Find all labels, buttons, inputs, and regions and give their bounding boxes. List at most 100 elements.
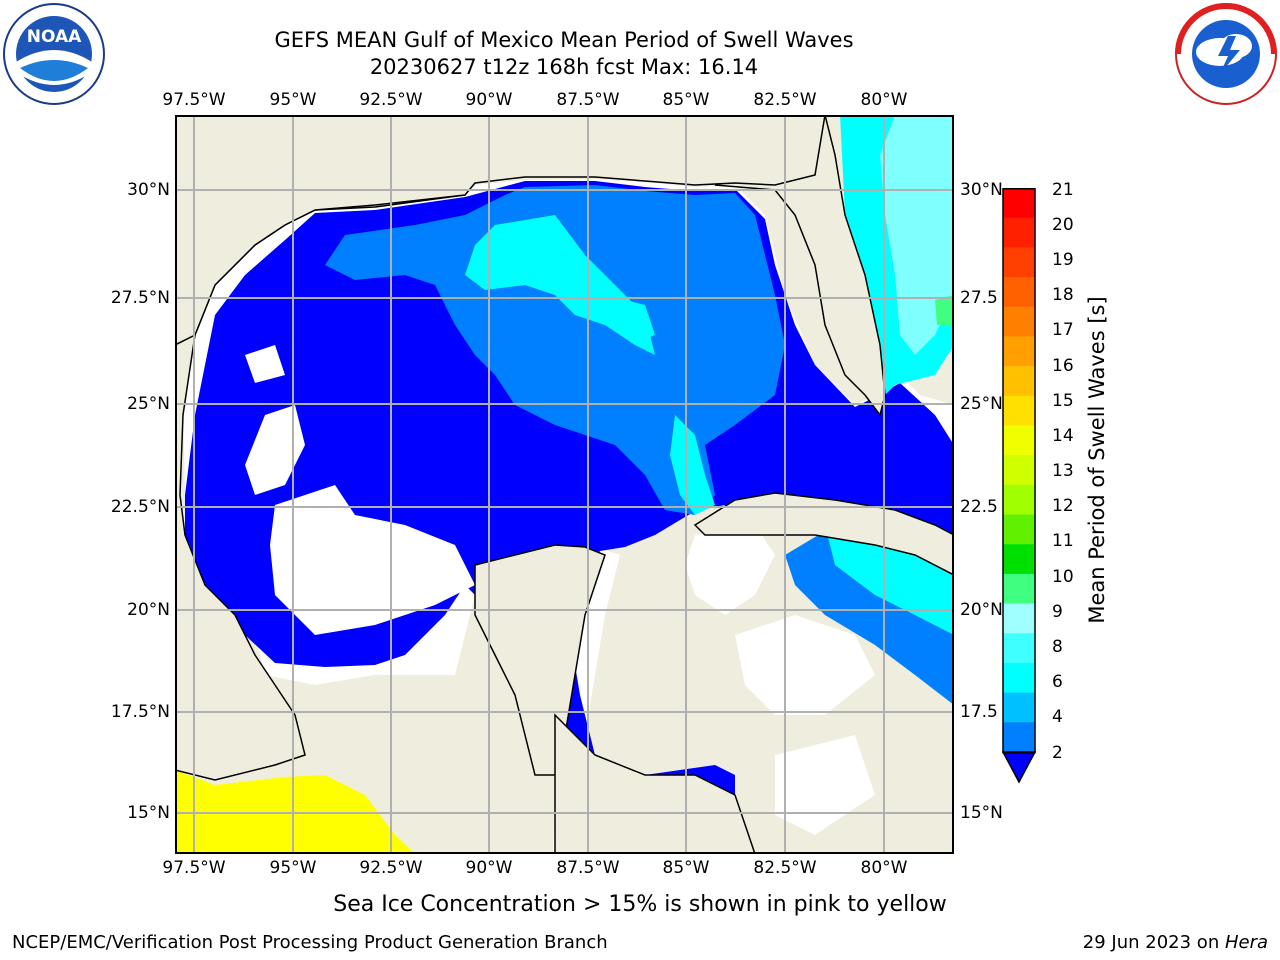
colorbar-tick: 18 [1052,285,1074,305]
lat-label-right: 25°N [960,394,1003,414]
chart-title: GEFS MEAN Gulf of Mexico Mean Period of … [274,28,854,52]
map-frame [175,115,954,854]
lon-label-bottom: 90°W [465,858,513,878]
colorbar-segment [1003,217,1035,248]
colorbar-tick: 19 [1052,250,1074,270]
swell-6-8s [670,415,715,515]
colorbar-tick: 10 [1052,567,1074,587]
land-us-north [174,114,954,347]
colorbar-segment [1003,662,1035,694]
colorbar-segment [1003,692,1035,723]
lat-label-right: 27.5 [960,288,998,308]
colorbar-tick: 2 [1052,743,1063,763]
colorbar-label-anchor: Mean Period of Swell Waves [s] [1085,296,1109,623]
no-data-hole [685,525,775,615]
colorbar-segment [1003,633,1035,664]
colorbar-segment [1003,188,1035,219]
colorbar-tick: 14 [1052,426,1074,446]
caribbean-swell-6-8s [825,525,954,635]
colorbar-tick: 13 [1052,461,1074,481]
colorbar-extend-arrow [1001,751,1037,784]
lat-label-right: 15°N [960,803,1003,823]
colorbar-tick: 9 [1052,602,1063,622]
lon-label-bottom: 82.5°W [753,858,817,878]
land-yucatan [474,544,606,776]
land-central-america [554,713,757,855]
noaa-logo-icon: NOAA [2,2,106,106]
colorbar-segment [1003,306,1035,337]
lon-label-bottom: 85°W [662,858,710,878]
no-data-hole [775,735,875,835]
lon-label-top: 82.5°W [753,90,817,110]
colorbar-tick: 11 [1052,531,1074,551]
colorbar-segment [1003,573,1035,605]
colorbar-segment [1003,722,1035,753]
lat-label-left: 20°N [127,600,170,620]
colorbar [1001,188,1037,784]
atlantic-swell-9-10s [935,295,954,325]
colorbar-tick: 15 [1052,391,1074,411]
colorbar-segment [1003,336,1035,367]
no-data-hole [270,485,475,635]
lat-label-left: 25°N [127,394,170,414]
colorbar-tick: 21 [1052,180,1074,200]
lon-label-top: 97.5°W [162,90,226,110]
swell-4-6s [325,185,785,515]
map-svg [174,114,955,855]
swell-6-8s [605,295,655,343]
noaa-logo-text: NOAA [27,27,82,47]
lon-label-bottom: 92.5°W [359,858,423,878]
sea-ice-note: Sea Ice Concentration > 15% is shown in … [333,892,947,917]
lat-label-left: 27.5°N [110,288,170,308]
gridlines [175,115,954,854]
colorbar-tick: 16 [1052,356,1074,376]
no-data-hole [735,615,875,715]
lon-label-bottom: 80°W [860,858,908,878]
colorbar-segment [1003,514,1035,545]
lat-label-left: 30°N [127,180,170,200]
lon-label-top: 87.5°W [556,90,620,110]
lon-label-top: 90°W [465,90,513,110]
colorbar-segment [1003,544,1035,575]
lon-label-top: 95°W [269,90,317,110]
lon-label-top: 80°W [860,90,908,110]
colorbar-tick: 6 [1052,672,1063,692]
colorbar-frame [1002,188,1036,754]
lon-label-bottom: 97.5°W [162,858,226,878]
colorbar-segment [1003,366,1035,397]
colorbar-segment [1003,277,1035,308]
colorbar-segment [1003,247,1035,278]
footer-right: 29 Jun 2023 on Hera [1083,932,1268,954]
colorbar-ticks: 21 20 19 18 17 16 15 14 13 12 11 10 9 8 … [1052,180,1112,770]
colorbar-tick: 4 [1052,707,1063,727]
swell-6-8s [465,215,655,355]
footer-left: NCEP/EMC/Verification Post Processing Pr… [12,932,608,953]
colorbar-tick: 17 [1052,320,1074,340]
colorbar-tick: 20 [1052,215,1074,235]
colorbar-svg [1001,188,1037,784]
no-data-hole [245,405,305,495]
map-panel [174,114,955,855]
lat-label-left: 15°N [127,803,170,823]
colorbar-segment [1003,484,1035,516]
colorbar-segment [1003,425,1035,456]
chart-subtitle: 20230627 t12z 168h fcst Max: 16.14 [369,55,759,79]
colorbar-segment [1003,395,1035,426]
lon-label-bottom: 95°W [269,858,317,878]
no-data-hole [245,345,285,383]
lat-label-left: 22.5°N [110,497,170,517]
colorbar-label: Mean Period of Swell Waves [s] [1085,296,1109,624]
lon-label-bottom: 87.5°W [556,858,620,878]
colorbar-tick: 8 [1052,637,1063,657]
colorbar-segment [1003,455,1035,486]
colorbar-tick: 12 [1052,496,1074,516]
lon-label-top: 92.5°W [359,90,423,110]
footer-host: Hera [1224,932,1268,953]
lat-label-right: 22.5 [960,497,998,517]
lat-label-right: 17.5 [960,702,998,722]
footer-date: 29 Jun 2023 on [1082,932,1225,953]
nws-logo-icon [1174,2,1278,106]
lon-label-top: 85°W [662,90,710,110]
lat-label-right: 30°N [960,180,1003,200]
lat-label-left: 17.5°N [110,702,170,722]
